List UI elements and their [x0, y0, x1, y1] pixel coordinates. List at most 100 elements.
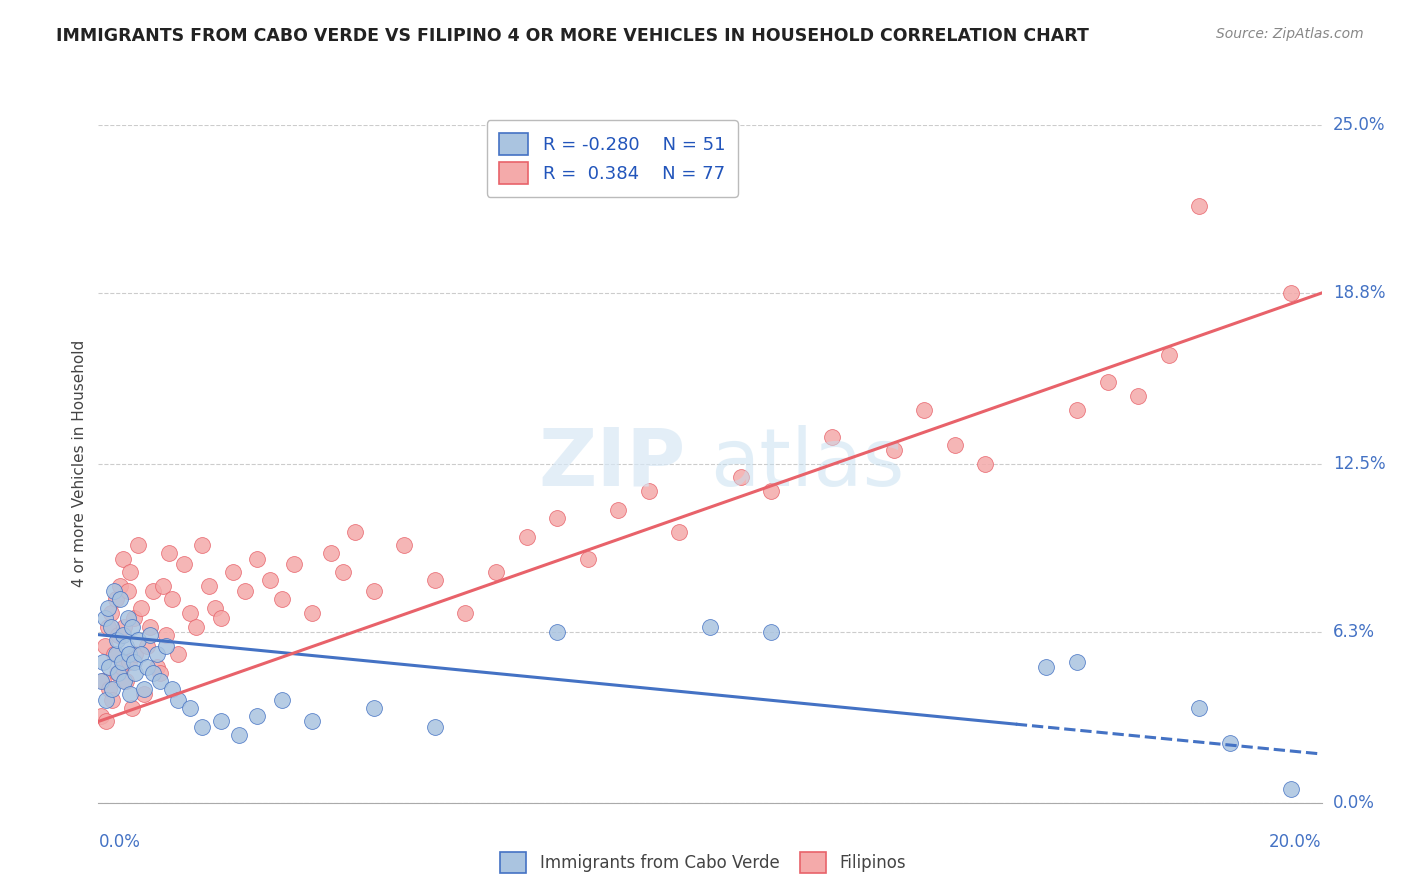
Point	[124, 665, 146, 680]
Point	[392, 538, 416, 552]
Point	[127, 538, 149, 552]
Point	[105, 633, 128, 648]
Point	[129, 647, 152, 661]
Point	[344, 524, 367, 539]
Point	[1066, 655, 1088, 669]
Point	[112, 673, 135, 688]
Point	[100, 606, 122, 620]
Point	[97, 619, 120, 633]
Point	[149, 673, 172, 688]
Point	[576, 551, 599, 566]
Point	[122, 655, 145, 669]
Point	[90, 673, 112, 688]
Point	[104, 592, 127, 607]
Point	[1279, 782, 1302, 797]
Point	[111, 655, 134, 669]
Point	[270, 692, 294, 706]
Point	[127, 633, 149, 648]
Point	[115, 673, 138, 688]
Point	[204, 600, 226, 615]
Point	[107, 628, 129, 642]
Point	[167, 647, 190, 661]
Point	[699, 619, 721, 633]
Point	[191, 538, 214, 552]
Point	[301, 606, 323, 620]
Text: Source: ZipAtlas.com: Source: ZipAtlas.com	[1216, 27, 1364, 41]
Text: 18.8%: 18.8%	[1333, 284, 1385, 302]
Point	[117, 611, 139, 625]
Point	[157, 546, 180, 560]
Point	[730, 470, 752, 484]
Point	[120, 687, 142, 701]
Point	[1188, 701, 1211, 715]
Point	[100, 619, 122, 633]
Point	[101, 681, 124, 696]
Point	[1035, 660, 1057, 674]
Point	[761, 483, 783, 498]
Point	[209, 611, 232, 625]
Point	[270, 592, 294, 607]
Point	[118, 655, 141, 669]
Point	[142, 584, 165, 599]
Point	[179, 701, 201, 715]
Legend: R = -0.280    N = 51, R =  0.384    N = 77: R = -0.280 N = 51, R = 0.384 N = 77	[486, 120, 738, 197]
Point	[668, 524, 690, 539]
Point	[222, 566, 245, 580]
Point	[91, 673, 114, 688]
Point	[112, 619, 135, 633]
Point	[94, 714, 117, 729]
Point	[98, 660, 121, 674]
Point	[105, 665, 128, 680]
Point	[139, 628, 162, 642]
Point	[108, 592, 131, 607]
Point	[1066, 402, 1088, 417]
Point	[301, 714, 323, 729]
Point	[1219, 736, 1241, 750]
Text: 12.5%: 12.5%	[1333, 455, 1385, 473]
Point	[121, 619, 143, 633]
Point	[149, 665, 172, 680]
Point	[228, 728, 250, 742]
Point	[117, 584, 139, 599]
Point	[93, 611, 115, 625]
Point	[111, 660, 134, 674]
Point	[209, 714, 232, 729]
Point	[516, 530, 538, 544]
Text: 25.0%: 25.0%	[1333, 116, 1385, 134]
Point	[454, 606, 477, 620]
Point	[974, 457, 997, 471]
Point	[91, 655, 114, 669]
Point	[319, 546, 342, 560]
Point	[111, 628, 134, 642]
Y-axis label: 4 or more Vehicles in Household: 4 or more Vehicles in Household	[72, 340, 87, 588]
Point	[134, 687, 156, 701]
Point	[607, 503, 630, 517]
Point	[103, 647, 125, 661]
Point	[1097, 376, 1119, 390]
Point	[173, 557, 195, 571]
Point	[160, 681, 183, 696]
Point	[423, 574, 446, 588]
Point	[129, 600, 152, 615]
Text: ZIP: ZIP	[538, 425, 686, 503]
Point	[139, 619, 162, 633]
Point	[761, 624, 783, 639]
Point	[94, 692, 117, 706]
Point	[1188, 199, 1211, 213]
Point	[197, 579, 219, 593]
Point	[115, 639, 138, 653]
Point	[363, 701, 385, 715]
Point	[98, 681, 121, 696]
Point	[259, 574, 281, 588]
Point	[90, 709, 112, 723]
Text: 0.0%: 0.0%	[98, 833, 141, 851]
Point	[423, 720, 446, 734]
Point	[186, 619, 208, 633]
Text: atlas: atlas	[710, 425, 904, 503]
Point	[179, 606, 201, 620]
Point	[1157, 348, 1180, 362]
Point	[108, 579, 131, 593]
Point	[546, 511, 568, 525]
Point	[1128, 389, 1150, 403]
Point	[93, 639, 115, 653]
